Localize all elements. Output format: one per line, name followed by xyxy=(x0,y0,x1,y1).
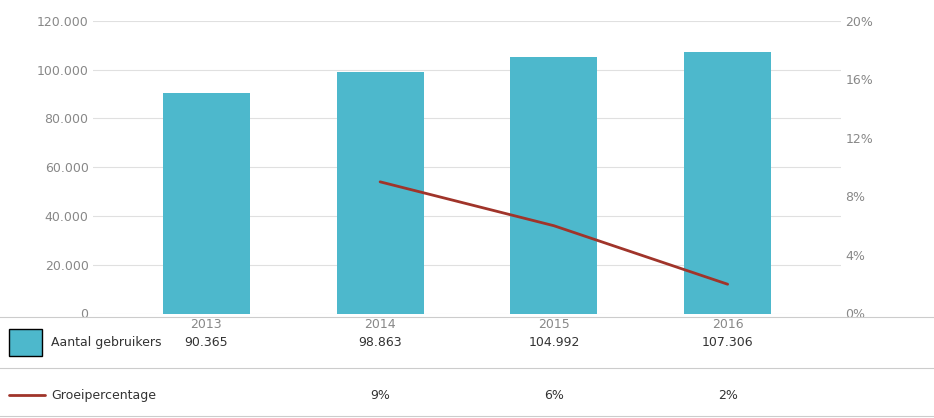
Bar xyxy=(336,72,423,314)
FancyBboxPatch shape xyxy=(9,329,42,356)
Bar xyxy=(511,58,598,314)
Bar xyxy=(163,93,249,314)
Text: Groeipercentage: Groeipercentage xyxy=(51,388,156,402)
Text: 90.365: 90.365 xyxy=(185,336,228,349)
Text: 107.306: 107.306 xyxy=(701,336,754,349)
Text: 98.863: 98.863 xyxy=(359,336,402,349)
Text: 2%: 2% xyxy=(717,388,738,402)
Text: Aantal gebruikers: Aantal gebruikers xyxy=(51,336,162,349)
Bar xyxy=(685,52,771,314)
Text: 6%: 6% xyxy=(544,388,564,402)
Text: 104.992: 104.992 xyxy=(529,336,580,349)
Text: 9%: 9% xyxy=(370,388,390,402)
